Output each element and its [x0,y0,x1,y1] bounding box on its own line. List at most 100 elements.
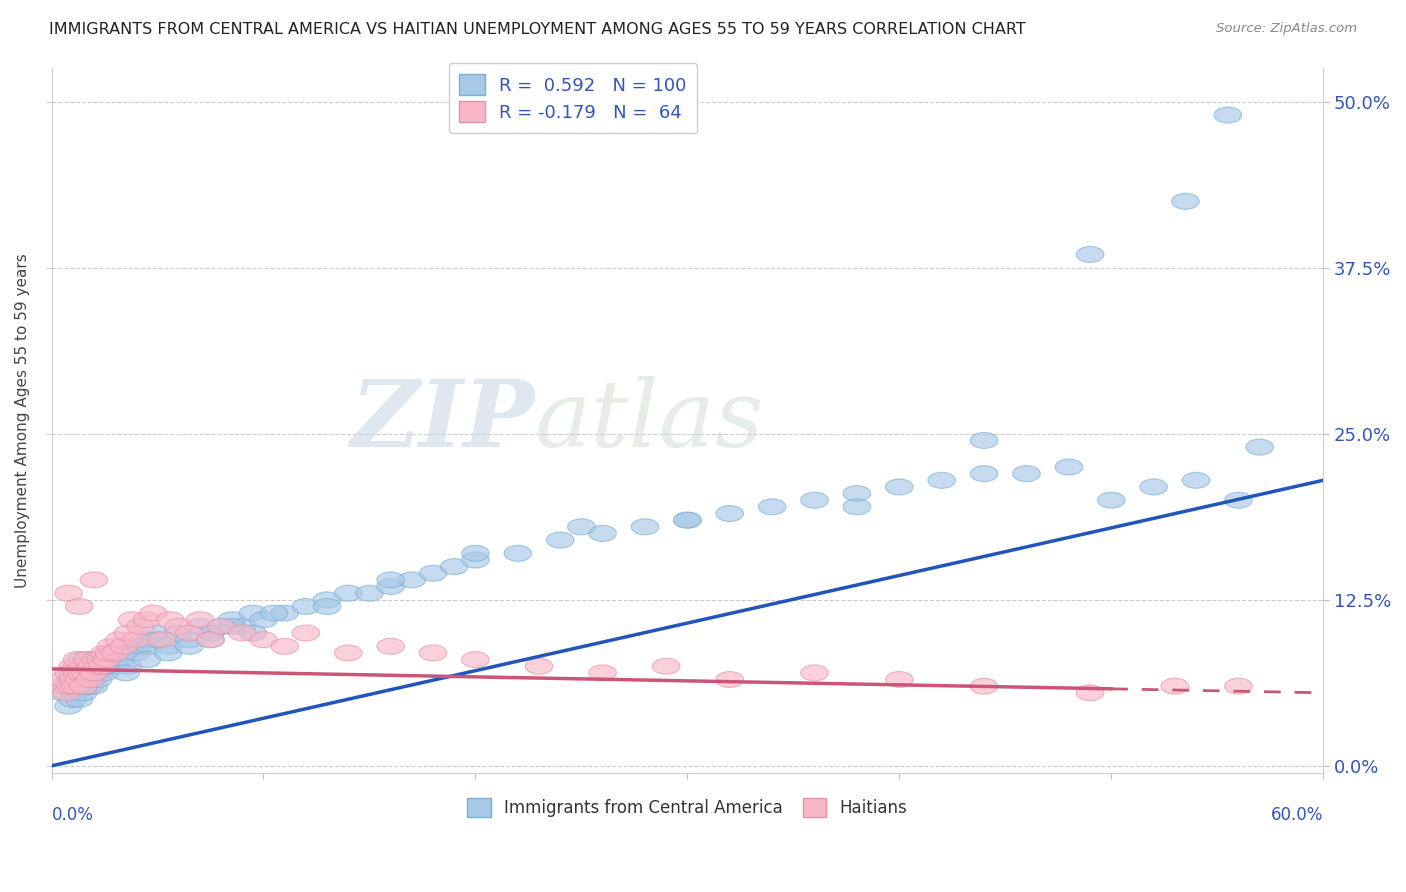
Ellipse shape [1246,439,1274,455]
Ellipse shape [67,672,96,688]
Ellipse shape [970,433,998,449]
Ellipse shape [80,572,108,588]
Ellipse shape [76,672,104,688]
Ellipse shape [1182,473,1209,488]
Ellipse shape [112,665,139,681]
Ellipse shape [91,658,118,674]
Ellipse shape [314,599,340,615]
Ellipse shape [229,625,256,641]
Ellipse shape [1076,685,1104,701]
Ellipse shape [165,618,193,634]
Ellipse shape [673,512,702,528]
Ellipse shape [59,658,87,674]
Ellipse shape [131,632,159,648]
Ellipse shape [52,685,80,701]
Ellipse shape [114,658,142,674]
Ellipse shape [1012,466,1040,482]
Ellipse shape [127,618,155,634]
Ellipse shape [207,618,235,634]
Ellipse shape [197,632,225,648]
Ellipse shape [59,691,87,707]
Ellipse shape [186,612,214,628]
Ellipse shape [96,652,122,667]
Ellipse shape [335,645,361,661]
Ellipse shape [1213,107,1241,123]
Ellipse shape [801,492,828,508]
Ellipse shape [239,625,267,641]
Ellipse shape [110,639,138,655]
Ellipse shape [271,639,298,655]
Ellipse shape [155,639,181,655]
Legend: Immigrants from Central America, Haitians: Immigrants from Central America, Haitian… [461,791,914,824]
Ellipse shape [176,625,202,641]
Ellipse shape [139,605,167,621]
Ellipse shape [461,545,489,561]
Ellipse shape [197,625,225,641]
Ellipse shape [503,545,531,561]
Ellipse shape [56,678,84,694]
Ellipse shape [55,585,83,601]
Ellipse shape [59,665,87,681]
Ellipse shape [122,632,150,648]
Ellipse shape [52,678,80,694]
Ellipse shape [73,652,101,667]
Ellipse shape [114,625,142,641]
Text: atlas: atlas [534,376,765,466]
Ellipse shape [105,632,134,648]
Ellipse shape [155,645,181,661]
Ellipse shape [165,625,193,641]
Ellipse shape [398,572,426,588]
Ellipse shape [928,473,956,488]
Text: Source: ZipAtlas.com: Source: ZipAtlas.com [1216,22,1357,36]
Ellipse shape [197,632,225,648]
Ellipse shape [207,618,235,634]
Ellipse shape [63,658,91,674]
Ellipse shape [72,658,100,674]
Text: 60.0%: 60.0% [1271,806,1323,824]
Ellipse shape [96,645,122,661]
Ellipse shape [292,625,319,641]
Ellipse shape [1225,678,1253,694]
Ellipse shape [631,519,659,534]
Text: ZIP: ZIP [350,376,534,466]
Ellipse shape [48,678,76,694]
Ellipse shape [55,698,83,714]
Ellipse shape [69,658,97,674]
Ellipse shape [250,632,277,648]
Ellipse shape [83,665,110,681]
Ellipse shape [76,658,104,674]
Ellipse shape [176,632,202,648]
Ellipse shape [72,678,100,694]
Ellipse shape [461,552,489,568]
Ellipse shape [589,525,616,541]
Ellipse shape [356,585,384,601]
Ellipse shape [118,612,146,628]
Y-axis label: Unemployment Among Ages 55 to 59 years: Unemployment Among Ages 55 to 59 years [15,253,30,588]
Ellipse shape [260,605,288,621]
Ellipse shape [186,618,214,634]
Ellipse shape [1140,479,1167,495]
Ellipse shape [48,685,76,701]
Ellipse shape [84,672,112,688]
Ellipse shape [886,672,912,688]
Ellipse shape [77,652,105,667]
Ellipse shape [568,519,595,534]
Ellipse shape [72,665,100,681]
Ellipse shape [1098,492,1125,508]
Ellipse shape [440,558,468,574]
Ellipse shape [801,665,828,681]
Ellipse shape [65,599,93,615]
Ellipse shape [139,625,167,641]
Ellipse shape [218,618,246,634]
Ellipse shape [673,512,702,528]
Ellipse shape [122,645,150,661]
Ellipse shape [65,672,93,688]
Ellipse shape [1171,194,1199,210]
Ellipse shape [844,485,870,501]
Ellipse shape [60,685,89,701]
Ellipse shape [65,691,93,707]
Ellipse shape [84,658,112,674]
Ellipse shape [97,645,125,661]
Ellipse shape [547,533,574,548]
Ellipse shape [80,678,108,694]
